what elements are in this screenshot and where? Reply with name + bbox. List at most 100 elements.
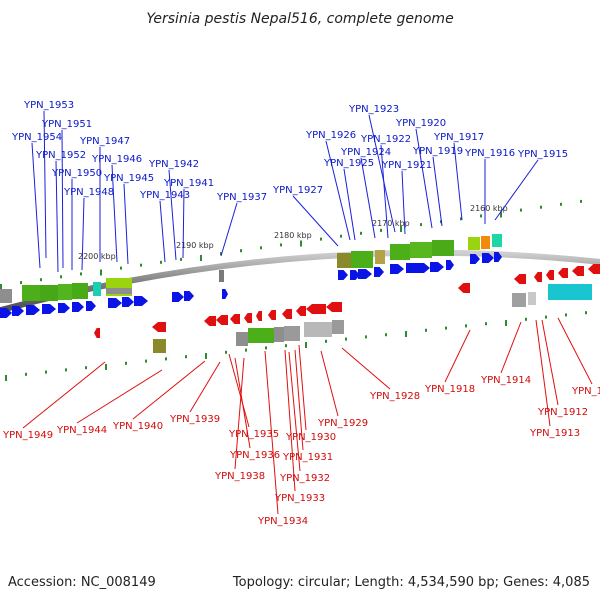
label-leader-line bbox=[228, 353, 250, 428]
gene-label: YPN_1934 bbox=[257, 516, 308, 527]
gene-label: YPN_1943 bbox=[139, 190, 190, 201]
forward-gene-arrow bbox=[406, 263, 430, 273]
tick-mark bbox=[360, 231, 362, 235]
forward-gene-arrow bbox=[134, 296, 148, 306]
reverse-gene-arrow bbox=[256, 311, 262, 321]
reverse-gene-arrow bbox=[306, 304, 326, 314]
label-leader-line bbox=[341, 347, 391, 390]
tick-mark bbox=[220, 252, 222, 256]
cog-block bbox=[432, 240, 454, 256]
forward-gene-arrow bbox=[338, 270, 348, 280]
forward-gene-arrow bbox=[470, 254, 480, 264]
tick-mark bbox=[465, 324, 467, 328]
tick-mark bbox=[265, 346, 267, 350]
tick-mark bbox=[365, 335, 367, 339]
cog-block bbox=[0, 289, 12, 303]
cog-block bbox=[22, 285, 40, 301]
gene-label: YPN_1941 bbox=[163, 178, 214, 189]
gene-label: YPN_1915 bbox=[517, 149, 568, 160]
label-leader-line bbox=[500, 321, 522, 374]
gene-label: YPN_1935 bbox=[228, 429, 279, 440]
label-leader-line bbox=[182, 188, 185, 259]
gene-label: YPN_1951 bbox=[41, 119, 92, 130]
map-title: Yersinia pestis Nepal516, complete genom… bbox=[146, 11, 453, 27]
scale-labels: 2200 kbp 2190 kbp 2180 kbp 2170 kbp 2160… bbox=[78, 204, 508, 261]
tick-mark bbox=[40, 278, 42, 282]
cog-block bbox=[492, 234, 502, 247]
label-leader-line bbox=[81, 197, 85, 271]
forward-gene-arrow bbox=[72, 302, 84, 312]
cog-block bbox=[528, 292, 536, 305]
tick-mark bbox=[525, 317, 527, 321]
tick-mark bbox=[20, 281, 22, 285]
gene-label: YPN_1927 bbox=[272, 185, 323, 196]
gene-label: YPN_1948 bbox=[63, 187, 114, 198]
reverse-gene-arrow bbox=[514, 274, 526, 284]
label-leader-line bbox=[189, 361, 221, 413]
label-leader-line bbox=[294, 349, 304, 451]
forward-gene-arrow bbox=[430, 262, 444, 272]
cog-block bbox=[351, 251, 373, 268]
tick-mark bbox=[160, 260, 162, 264]
tick-mark bbox=[325, 339, 327, 343]
label-leader-line bbox=[535, 319, 551, 427]
tick-mark bbox=[25, 372, 27, 376]
label-leader-line bbox=[31, 142, 41, 269]
reverse-gene-arrow bbox=[230, 314, 240, 324]
tick-mark bbox=[245, 348, 247, 352]
tick-mark bbox=[140, 263, 142, 267]
gene-label: YPN_1911 bbox=[571, 386, 600, 397]
tick-mark bbox=[185, 355, 187, 359]
gene-label: YPN_1938 bbox=[214, 471, 265, 482]
cog-block bbox=[512, 293, 526, 307]
label-leader-line bbox=[292, 195, 339, 247]
forward-gene-arrow bbox=[108, 298, 122, 308]
gene-label: YPN_1933 bbox=[274, 493, 325, 504]
tick-mark bbox=[200, 255, 202, 261]
label-leader-line bbox=[111, 164, 118, 263]
accession-text: Accession: NC_008149 bbox=[8, 575, 156, 590]
tick-mark bbox=[205, 353, 207, 359]
tick-label-2170: 2170 kbp bbox=[372, 219, 410, 228]
tick-mark bbox=[305, 342, 307, 348]
label-leader-line bbox=[453, 142, 463, 221]
cog-block bbox=[219, 270, 224, 282]
cog-block bbox=[468, 237, 480, 250]
label-leader-line bbox=[76, 369, 163, 424]
tick-mark bbox=[105, 364, 107, 370]
label-leader-line bbox=[43, 110, 47, 259]
tick-mark bbox=[380, 228, 382, 232]
label-leader-line bbox=[432, 156, 443, 227]
tick-mark bbox=[500, 211, 502, 218]
gene-label: YPN_1923 bbox=[348, 104, 399, 115]
forward-gene-arrow bbox=[482, 253, 494, 263]
tick-mark bbox=[5, 375, 7, 381]
label-leader-line bbox=[415, 128, 433, 229]
tick-mark bbox=[345, 337, 347, 341]
cog-block bbox=[274, 327, 284, 342]
gene-label: YPN_1954 bbox=[11, 132, 62, 143]
tick-mark bbox=[120, 266, 122, 270]
label-leader-line bbox=[401, 170, 406, 235]
tick-label-2190: 2190 kbp bbox=[176, 241, 214, 250]
tick-mark bbox=[100, 269, 102, 276]
tick-mark bbox=[340, 234, 342, 238]
label-leader-line bbox=[234, 357, 251, 449]
label-leader-line bbox=[320, 350, 339, 417]
tick-mark bbox=[0, 284, 2, 290]
forward-gene-arrow bbox=[172, 292, 184, 302]
gene-label: YPN_1913 bbox=[529, 428, 580, 439]
gene-label: YPN_1928 bbox=[369, 391, 420, 402]
gene-label: YPN_1929 bbox=[317, 418, 368, 429]
gene-label: YPN_1919 bbox=[412, 146, 463, 157]
gene-label: YPN_1939 bbox=[169, 414, 220, 425]
tick-mark bbox=[520, 208, 522, 212]
label-leader-line bbox=[494, 159, 539, 221]
tick-mark bbox=[540, 205, 542, 209]
cog-blocks-forward bbox=[0, 234, 502, 303]
gene-label: YPN_1940 bbox=[112, 421, 163, 432]
reverse-gene-arrow bbox=[534, 272, 542, 282]
reverse-gene-arrow bbox=[244, 313, 252, 323]
reverse-gene-arrow bbox=[216, 315, 228, 325]
